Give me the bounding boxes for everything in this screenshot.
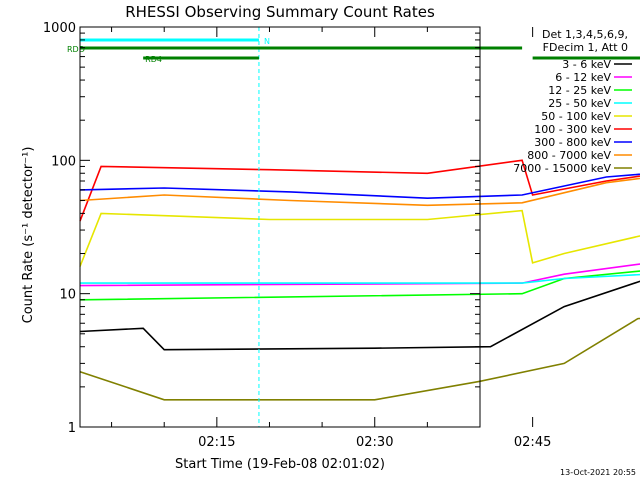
legend-label-3-6-kev: 3 - 6 keV — [562, 58, 611, 71]
y-axis-label: Count Rate (s⁻¹ detector⁻¹) — [21, 147, 36, 324]
legend-label-6-12-kev: 6 - 12 keV — [555, 71, 611, 84]
series-layer — [79, 159, 640, 401]
series-line-7000-15000-kev — [79, 317, 640, 401]
series-line-800-7000-kev — [79, 177, 640, 207]
y-tick-label-100: 100 — [51, 154, 76, 169]
series-line-100-300-kev — [79, 159, 640, 222]
legend-label-800-7000-kev: 800 - 7000 keV — [527, 149, 611, 162]
legend-header-line-2: FDecim 1, Att 0 — [543, 41, 628, 54]
x-tick-label-02-30: 02:30 — [356, 435, 393, 450]
series-line-50-100-kev — [79, 209, 640, 267]
legend-label-300-800-kev: 300 - 800 keV — [534, 136, 611, 149]
series-line-300-800-kev — [79, 173, 640, 200]
flag-label-rd4: RD4 — [145, 55, 162, 64]
legend: Det 1,3,4,5,6,9,FDecim 1, Att 0 3 - 6 keV… — [513, 28, 632, 175]
y-tick-label-1: 1 — [68, 421, 76, 436]
series-line-3-6-kev — [79, 280, 640, 351]
legend-label-25-50-kev: 25 - 50 keV — [548, 97, 611, 110]
legend-label-7000-15000-kev: 7000 - 15000 keV — [513, 162, 611, 175]
legend-label-12-25-kev: 12 - 25 keV — [548, 84, 611, 97]
x-tick-label-02-15: 02:15 — [198, 435, 235, 450]
x-axis-label: Start Time (19-Feb-08 02:01:02) — [175, 457, 385, 472]
x-tick-label-02-45: 02:45 — [514, 435, 551, 450]
legend-label-50-100-kev: 50 - 100 keV — [541, 110, 611, 123]
y-tick-label-1000: 1000 — [43, 21, 76, 36]
flag-layer: N RDD RD4 — [67, 37, 640, 64]
plot-frame — [79, 26, 481, 428]
legend-header-line-1: Det 1,3,4,5,6,9, — [542, 28, 628, 41]
chart-title: RHESSI Observing Summary Count Rates — [125, 3, 435, 21]
series-line-25-50-kev — [80, 273, 640, 284]
series-line-12-25-kev — [79, 270, 640, 301]
flag-label-rdd: RDD — [67, 45, 85, 54]
legend-label-100-300-kev: 100 - 300 keV — [534, 123, 611, 136]
flag-label-n: N — [264, 37, 270, 46]
timestamp-annotation: 13-Oct-2021 20:55 — [560, 468, 636, 477]
y-tick-label-10: 10 — [59, 288, 76, 303]
